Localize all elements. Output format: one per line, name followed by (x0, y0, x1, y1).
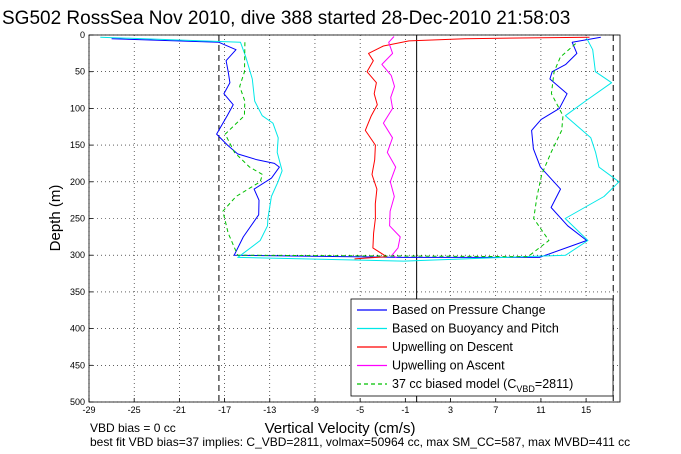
legend-entry-text: Upwelling on Ascent (392, 359, 505, 373)
series-group (100, 36, 620, 262)
y-tick-label: 450 (70, 360, 85, 370)
series-line-3 (354, 36, 590, 260)
x-tick-label: -5 (356, 405, 364, 415)
series-line-4 (381, 36, 401, 258)
y-tick-label: 500 (70, 397, 85, 407)
legend-entry-1: Based on Pressure Change (392, 303, 546, 317)
legend-entry-suffix: =2811) (535, 377, 573, 391)
legend-entry-5: 37 cc biased model (CVBD=2811) (392, 377, 573, 394)
legend-entry-text: Based on Pressure Change (392, 303, 546, 317)
legend-entry-text: Based on Buoyancy and Pitch (392, 322, 559, 336)
note-best-fit: best fit VBD bias=37 implies: C_VBD=2811… (90, 435, 630, 449)
x-tick-label: 11 (536, 405, 545, 415)
legend-entry-subscript: VBD (516, 384, 535, 394)
chart-title: SG502 RossSea Nov 2010, dive 388 started… (2, 8, 570, 29)
legend-box (350, 298, 614, 397)
y-axis-label: Depth (m) (47, 185, 64, 252)
y-tick-label: 400 (70, 324, 85, 334)
legend-entry-text: 37 cc biased model (C (392, 377, 516, 391)
y-tick-label: 150 (70, 140, 85, 150)
x-tick-label: -1 (401, 405, 409, 415)
x-tick-label: 7 (493, 405, 498, 415)
legend-entry-4: Upwelling on Ascent (392, 359, 505, 373)
note-vbd-bias: VBD bias = 0 cc (90, 421, 176, 435)
series-line-5 (222, 41, 578, 258)
y-tick-label: 250 (70, 214, 85, 224)
series-line-2 (100, 36, 620, 262)
x-tick-label: -29 (82, 405, 95, 415)
x-tick-label: -21 (173, 405, 186, 415)
y-tick-label: 200 (70, 177, 85, 187)
legend-entry-2: Based on Buoyancy and Pitch (392, 322, 559, 336)
y-tick-label: 100 (70, 103, 85, 113)
x-tick-label: 15 (581, 405, 591, 415)
series-line-1 (111, 36, 601, 258)
x-tick-label: 3 (448, 405, 453, 415)
y-tick-label: 350 (70, 287, 85, 297)
axis-ticks: -29 -25 -21 -17 -13 -9 -5 -1 3 7 11 150501001502002… (70, 30, 591, 415)
x-tick-label: -13 (263, 405, 276, 415)
y-tick-label: 0 (80, 30, 85, 40)
y-tick-label: 50 (75, 67, 85, 77)
legend-entry-3: Upwelling on Descent (392, 340, 513, 354)
y-tick-label: 300 (70, 250, 85, 260)
x-tick-label: -17 (218, 405, 231, 415)
legend: Based on Pressure Change Based on Buoyanc… (350, 298, 614, 397)
x-tick-label: -9 (311, 405, 319, 415)
legend-entry-text: Upwelling on Descent (392, 340, 513, 354)
x-axis-label: Vertical Velocity (cm/s) (265, 420, 416, 437)
x-tick-label: -25 (128, 405, 141, 415)
